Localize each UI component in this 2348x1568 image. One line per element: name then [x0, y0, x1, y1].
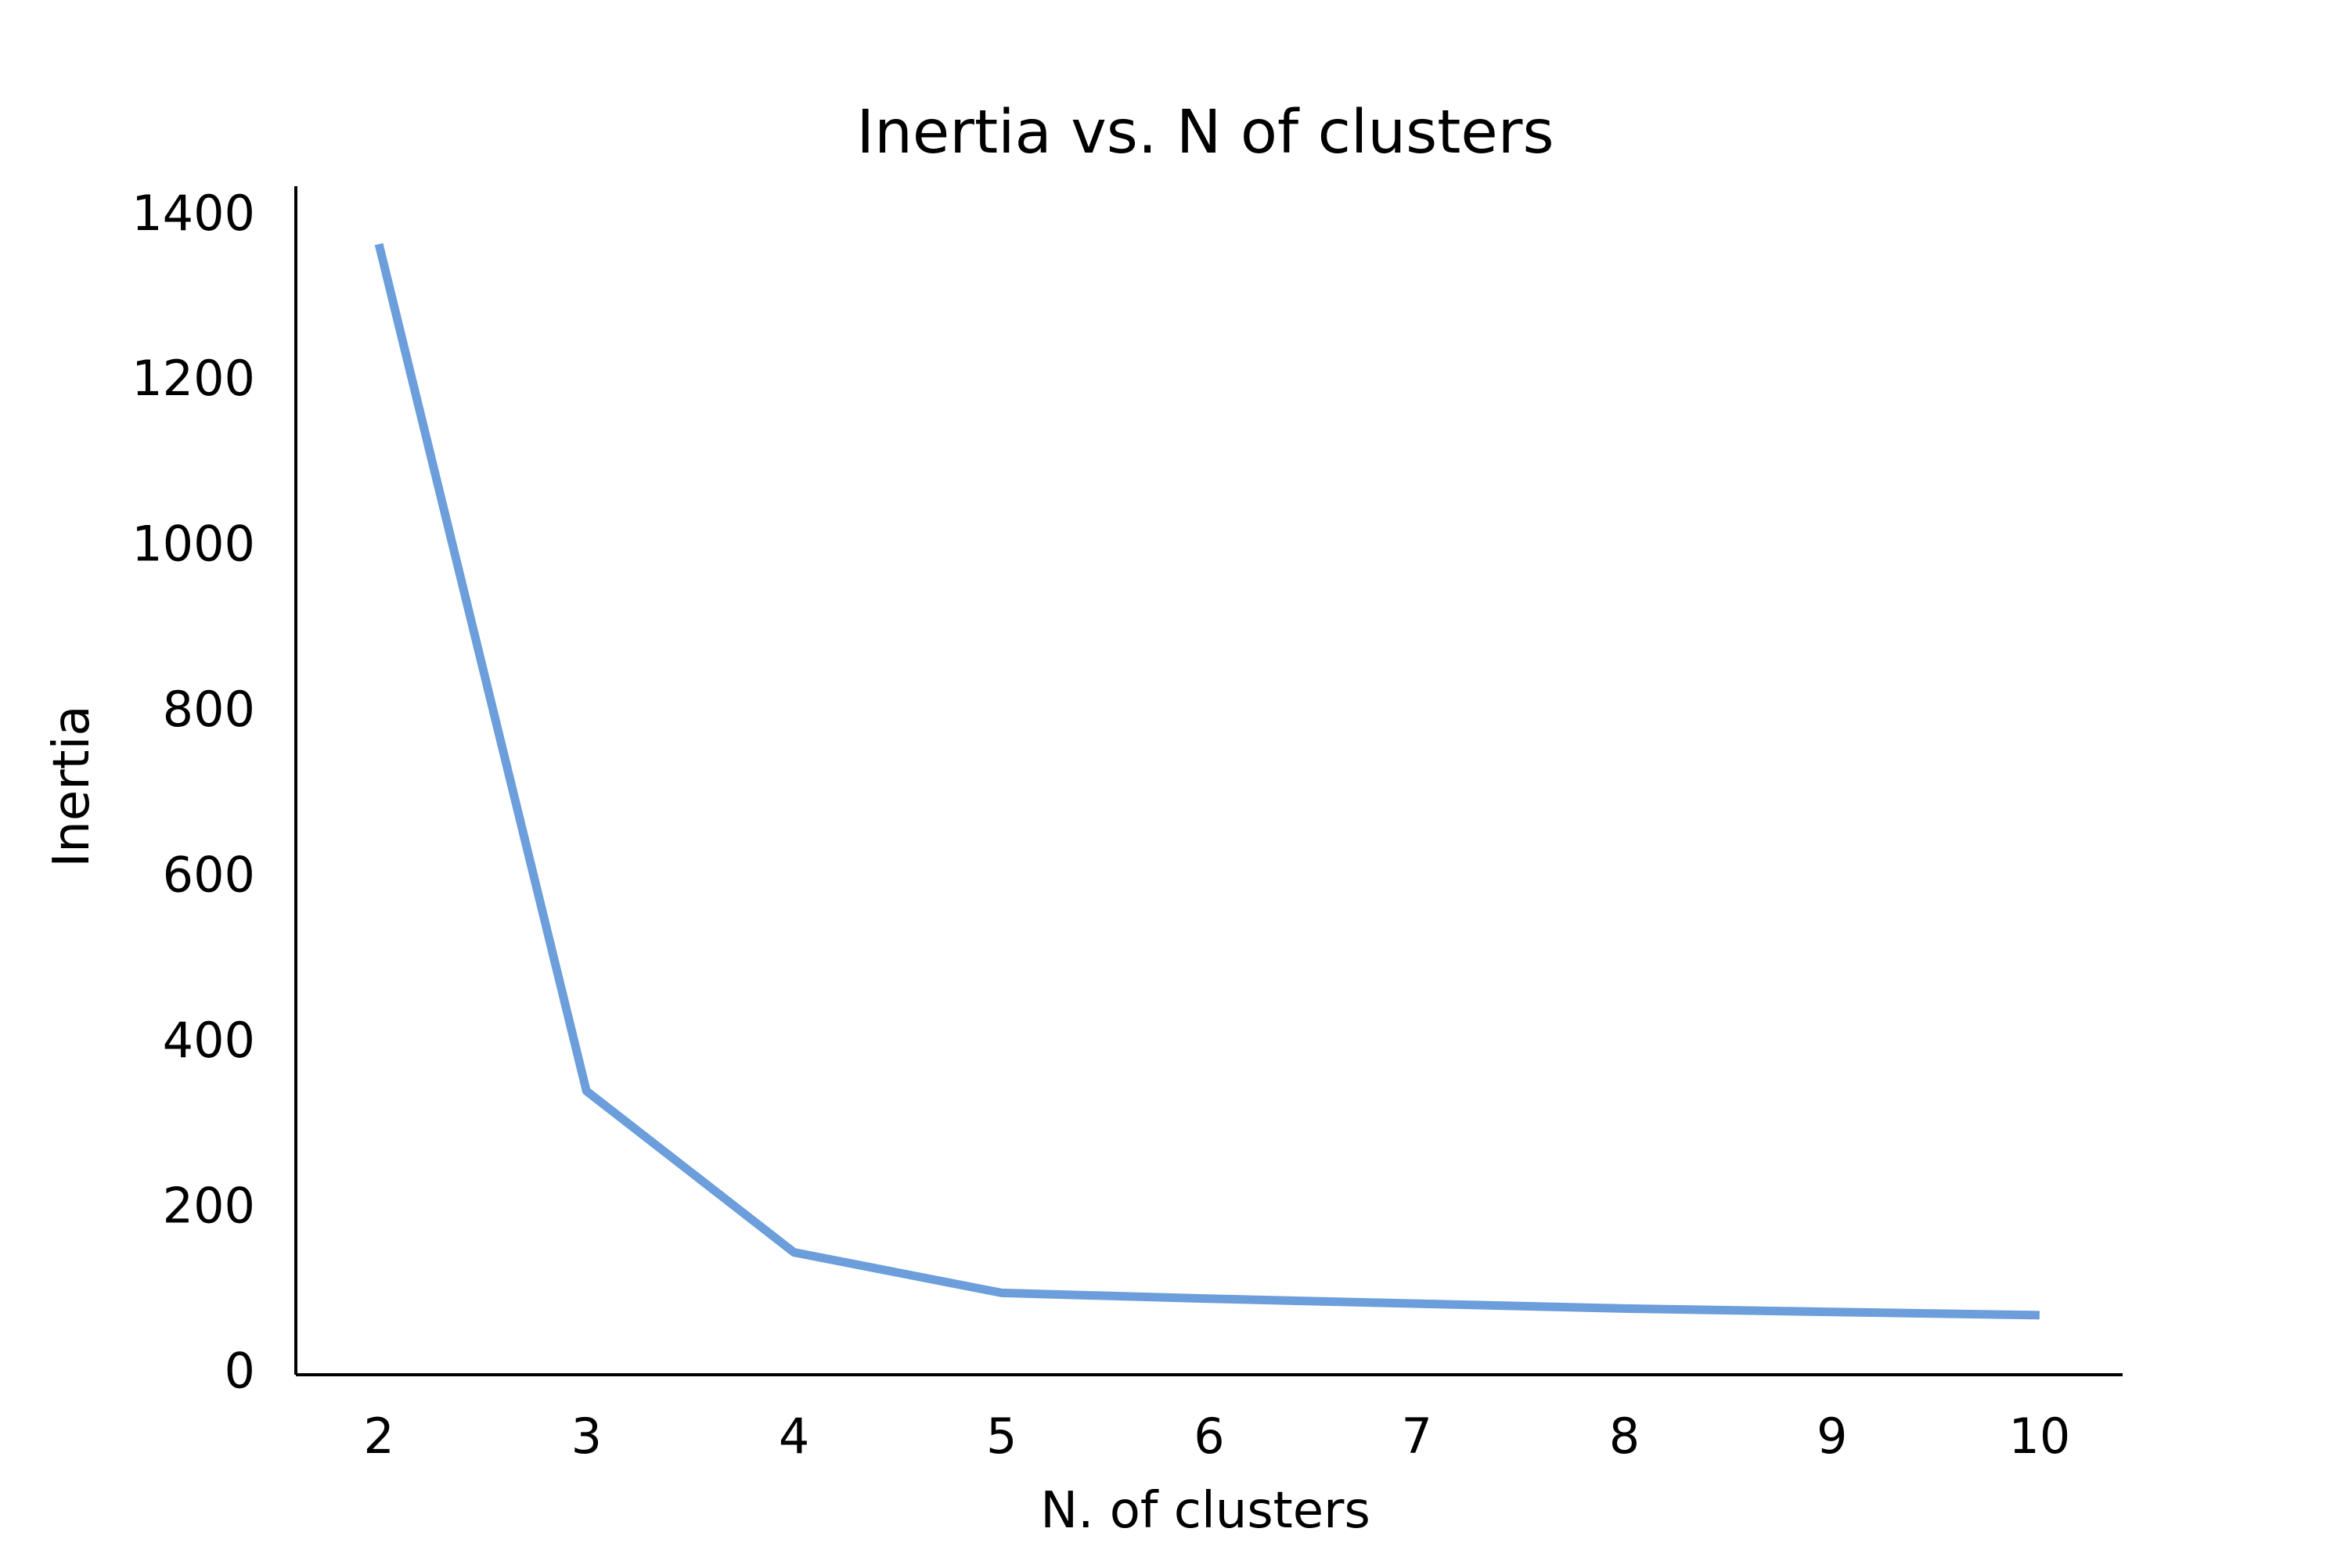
- y-tick-label: 1000: [131, 516, 255, 573]
- y-tick-label: 1200: [131, 350, 255, 407]
- series-line-1: [374, 243, 2040, 1320]
- plot-area: [374, 243, 2040, 1320]
- y-axis-title: Inertia: [43, 705, 101, 867]
- x-tick-label: 8: [1609, 1408, 1640, 1465]
- x-axis-title: N. of clusters: [1040, 1482, 1370, 1540]
- y-axis-ticks: 0 200 400 600 800 1000 1200 1400: [131, 185, 255, 1400]
- x-tick-label: 9: [1817, 1408, 1847, 1465]
- y-tick-label: 200: [163, 1177, 255, 1234]
- x-tick-label: 4: [779, 1408, 809, 1465]
- y-tick-label: 800: [163, 681, 255, 738]
- x-tick-label: 3: [571, 1408, 602, 1465]
- x-tick-label: 10: [2008, 1408, 2070, 1465]
- y-tick-label: 0: [225, 1343, 255, 1400]
- x-axis-ticks: 2 3 4 5 6 7 8 9 10: [363, 1408, 2070, 1465]
- y-tick-label: 1400: [131, 185, 255, 242]
- x-tick-label: 2: [363, 1408, 394, 1465]
- x-tick-label: 7: [1402, 1408, 1432, 1465]
- y-tick-label: 400: [163, 1012, 255, 1069]
- x-tick-label: 5: [986, 1408, 1017, 1465]
- y-tick-label: 600: [163, 846, 255, 903]
- x-tick-label: 6: [1194, 1408, 1224, 1465]
- chart-title: Inertia vs. N of clusters: [856, 98, 1554, 167]
